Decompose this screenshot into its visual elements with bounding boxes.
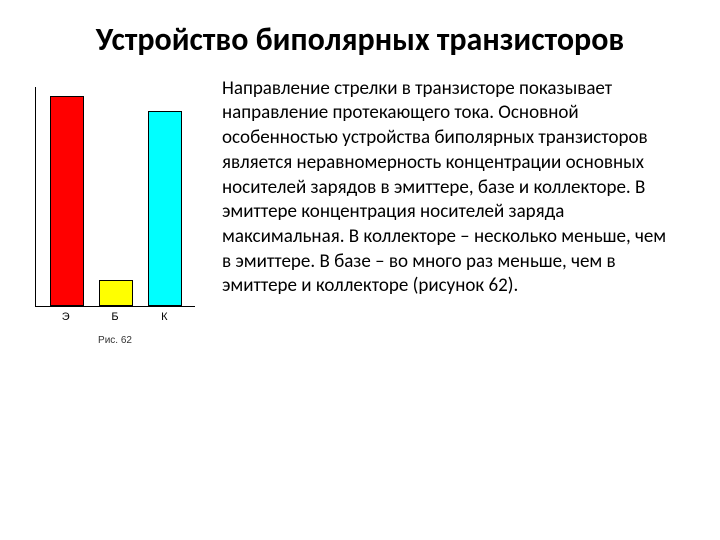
bar-2 [148,111,182,306]
bar-label-2: К [140,311,189,323]
bar-1 [99,280,133,306]
bar-chart [35,87,195,307]
bar-labels-row: ЭБК [35,311,195,323]
content-row: ЭБК Рис. 62 Направление стрелки в транзи… [0,59,720,346]
page-title: Устройство биполярных транзисторов [0,0,720,59]
chart-caption: Рис. 62 [35,335,195,346]
bar-0 [50,96,84,306]
bar-label-1: Б [90,311,139,323]
chart-container: ЭБК Рис. 62 [30,77,200,346]
bar-label-0: Э [41,311,90,323]
body-paragraph: Направление стрелки в транзисторе показы… [200,77,680,346]
